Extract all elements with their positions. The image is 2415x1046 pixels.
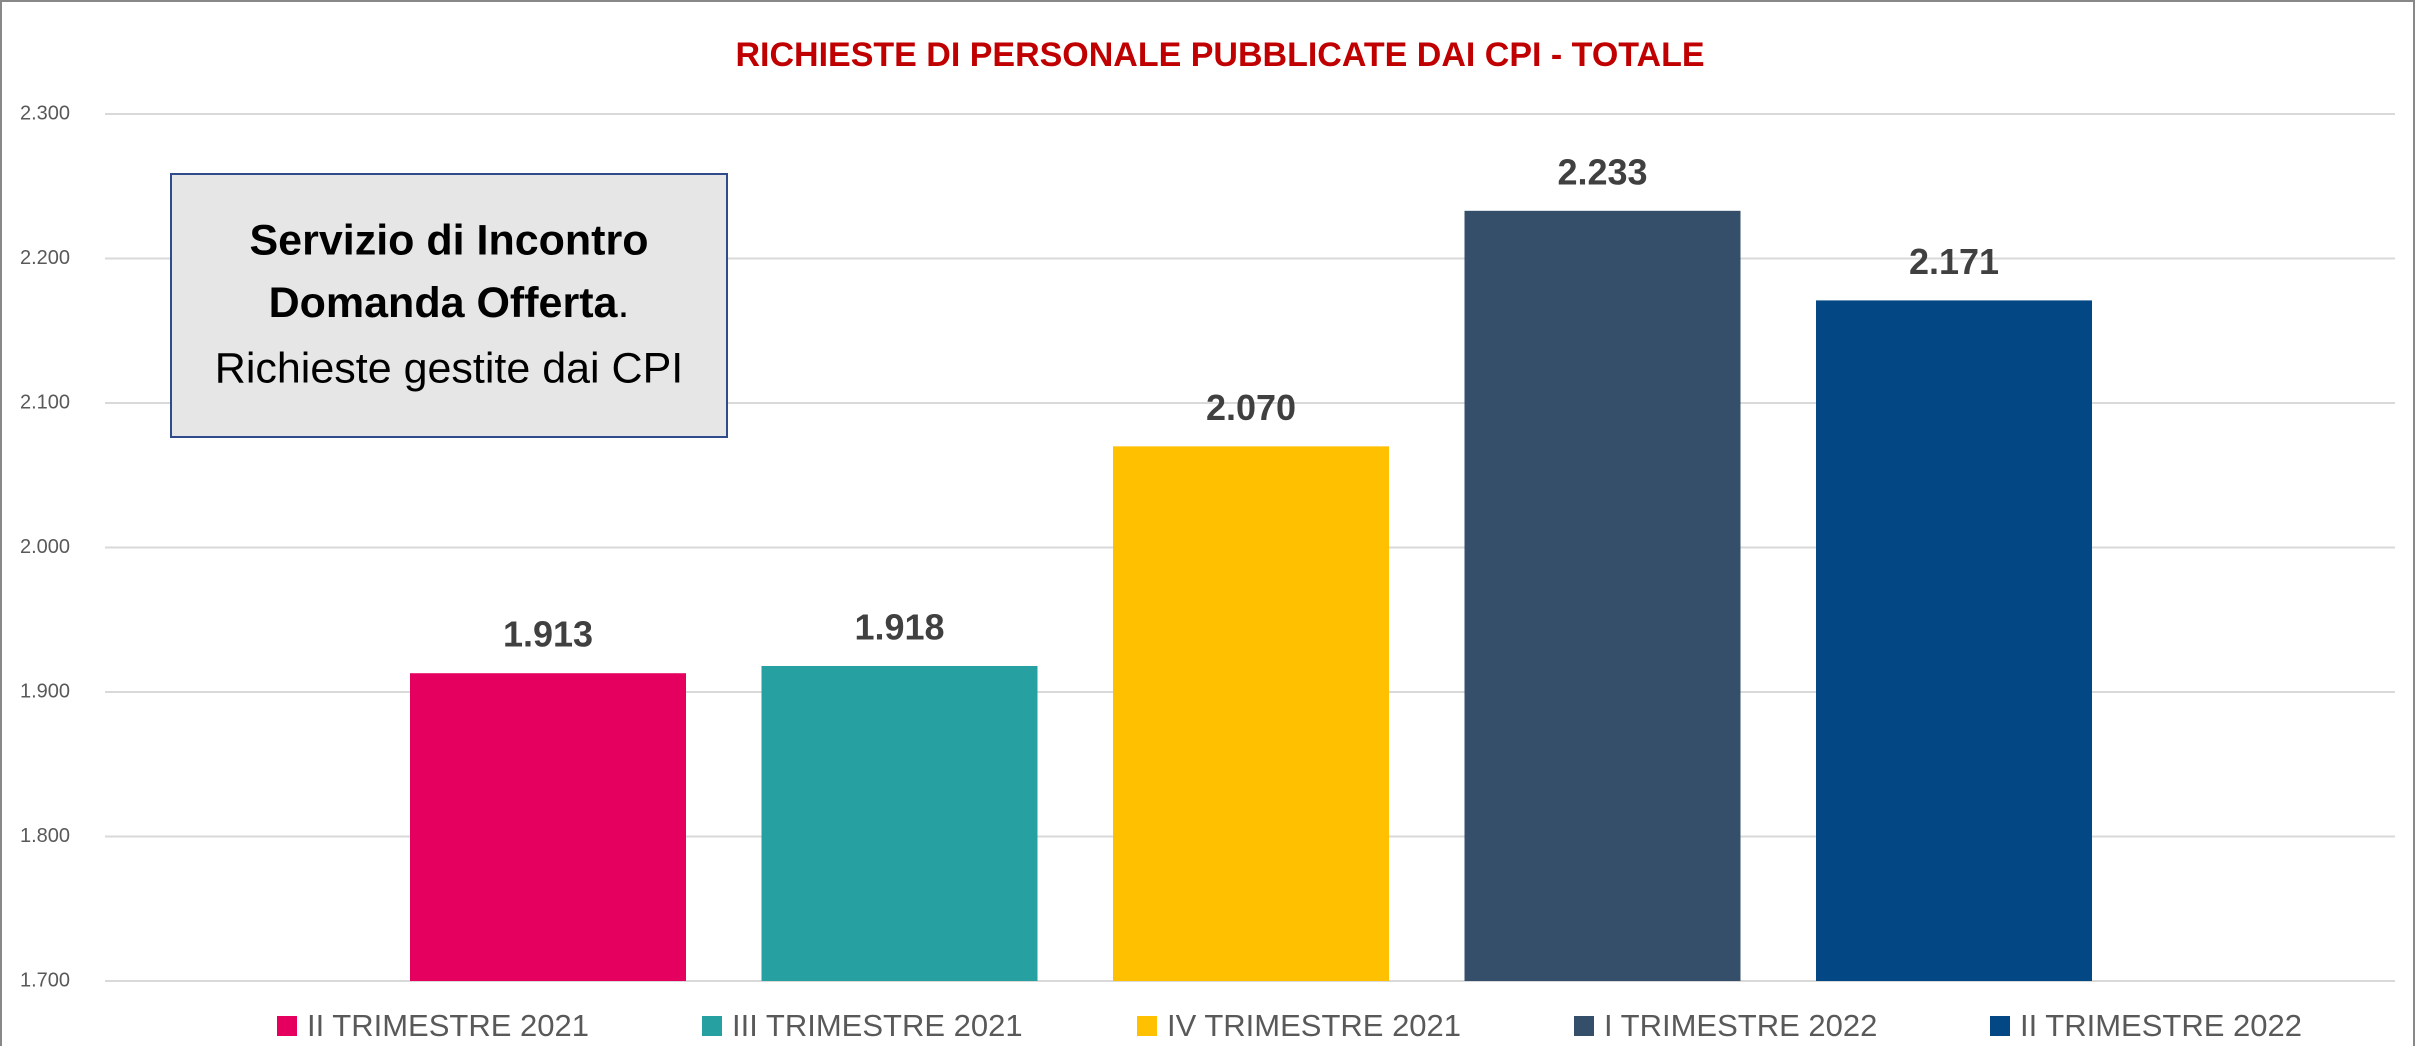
legend-swatch [1574, 1016, 1594, 1036]
annotation-line: Richieste gestite dai CPI [215, 344, 683, 392]
legend-label: III TRIMESTRE 2021 [732, 1008, 1023, 1043]
y-tick-label: 1.800 [20, 825, 70, 847]
y-tick-label: 1.900 [20, 680, 70, 702]
legend-swatch [277, 1016, 297, 1036]
legend-label: IV TRIMESTRE 2021 [1167, 1008, 1461, 1043]
data-label: 2.171 [1909, 241, 1999, 282]
bar [761, 665, 1038, 981]
legend-swatch [1990, 1016, 2010, 1036]
legend-label: II TRIMESTRE 2022 [2020, 1008, 2302, 1043]
data-label: 2.233 [1557, 151, 1647, 192]
bar [1464, 210, 1741, 981]
y-tick-label: 2.100 [20, 391, 70, 413]
legend-label: I TRIMESTRE 2022 [1604, 1008, 1877, 1043]
data-label: 1.913 [503, 614, 593, 655]
chart-title: RICHIESTE DI PERSONALE PUBBLICATE DAI CP… [735, 36, 1704, 74]
annotation-box [170, 173, 728, 438]
bar [1816, 300, 2092, 981]
annotation-bold: Domanda Offerta [269, 279, 619, 327]
y-tick-label: 2.000 [20, 536, 70, 558]
data-label: 2.070 [1206, 387, 1296, 428]
legend-label: II TRIMESTRE 2021 [307, 1008, 589, 1043]
annotation-punct: . [617, 279, 629, 327]
legend-swatch [1137, 1016, 1157, 1036]
legend-swatch [702, 1016, 722, 1036]
y-tick-label: 2.200 [20, 247, 70, 269]
annotation-line: Domanda Offerta. [269, 279, 630, 327]
data-label: 1.918 [854, 607, 944, 648]
bar [1113, 446, 1389, 982]
y-tick-label: 2.300 [20, 102, 70, 124]
bar [410, 673, 686, 981]
annotation-line: Servizio di Incontro [250, 216, 649, 264]
y-tick-label: 1.700 [20, 969, 70, 991]
